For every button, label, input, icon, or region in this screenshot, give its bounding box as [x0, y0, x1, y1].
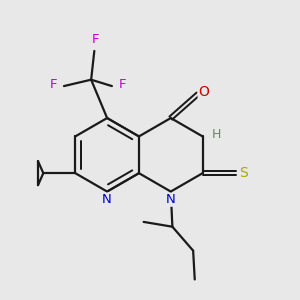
- Text: F: F: [92, 33, 100, 46]
- Text: O: O: [198, 85, 209, 100]
- Text: S: S: [239, 166, 248, 180]
- Text: H: H: [212, 128, 221, 141]
- Text: N: N: [102, 193, 112, 206]
- Text: F: F: [119, 78, 126, 91]
- Text: N: N: [166, 193, 175, 206]
- Text: F: F: [50, 78, 57, 91]
